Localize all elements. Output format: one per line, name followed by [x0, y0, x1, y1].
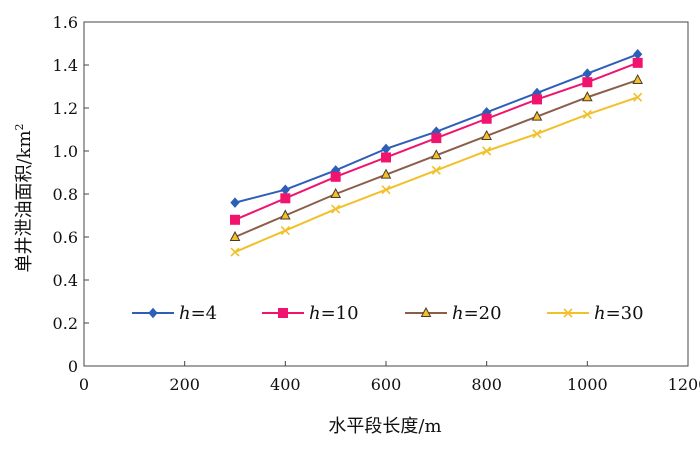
x-tick-label: 400	[270, 375, 301, 394]
x-tick-label: 800	[471, 375, 502, 394]
legend: h=4 h=10 h=20 h=30	[132, 303, 644, 324]
data-point	[229, 230, 241, 241]
data-point	[531, 110, 543, 121]
y-tick-label: 0	[68, 357, 78, 376]
data-point	[330, 171, 341, 182]
legend-label-val: =10	[321, 303, 359, 324]
data-point	[532, 129, 542, 139]
data-point	[431, 165, 441, 175]
series-0	[230, 48, 643, 208]
legend-item-0: h=4	[132, 303, 217, 324]
data-point	[380, 168, 392, 179]
series-layer	[229, 48, 643, 257]
legend-label-val: =30	[606, 303, 644, 324]
x-tick-label: 200	[169, 375, 200, 394]
legend-label-val: =4	[191, 303, 218, 324]
x-tick-label: 600	[371, 375, 402, 394]
data-point	[481, 113, 492, 124]
marker-stroke	[331, 204, 341, 214]
marker-stroke	[563, 308, 573, 318]
legend-label: h=30	[594, 303, 644, 324]
x-tick-label: 0	[79, 375, 89, 394]
data-point	[632, 48, 643, 60]
data-point	[280, 209, 291, 220]
marker-stroke	[582, 109, 592, 120]
marker-stroke	[532, 129, 542, 139]
marker-stroke	[280, 225, 290, 236]
data-point	[381, 143, 391, 155]
data-point	[482, 146, 492, 156]
data-point	[230, 197, 240, 208]
y-tick-label: 1.6	[53, 13, 78, 32]
data-point	[481, 129, 492, 140]
data-point	[280, 184, 291, 195]
data-point	[230, 214, 240, 225]
legend-item-3: h=30	[547, 303, 644, 324]
data-point	[331, 204, 341, 214]
marker-stroke	[230, 247, 240, 257]
y-axis-label: 单井泄油面积/km2	[13, 123, 35, 272]
legend-label-var: h	[594, 303, 606, 324]
series-line	[234, 96, 638, 253]
data-point	[381, 152, 391, 163]
data-point	[381, 185, 391, 195]
data-point	[280, 225, 290, 236]
marker-stroke	[482, 146, 492, 156]
legend-label: h=10	[309, 303, 359, 324]
legend-marker	[278, 308, 288, 318]
data-point	[582, 109, 592, 120]
marker-stroke	[633, 92, 643, 102]
x-tick-label: 1000	[567, 375, 608, 394]
y-tick-label: 1.2	[53, 99, 78, 118]
y-tick-label: 1.4	[53, 56, 78, 75]
y-tick-label: 0.8	[53, 185, 78, 204]
data-point	[632, 57, 643, 68]
series-2	[229, 73, 643, 241]
data-point	[330, 187, 341, 198]
legend-marker	[563, 308, 573, 318]
data-point	[532, 94, 542, 105]
legend-label-var: h	[309, 303, 321, 324]
series-1	[230, 57, 643, 225]
legend-label-var: h	[179, 303, 191, 324]
y-tick-label: 0.2	[53, 314, 78, 333]
marker-stroke	[431, 165, 441, 175]
data-point	[582, 68, 593, 79]
y-tick-label: 1.0	[53, 142, 78, 161]
legend-marker	[148, 307, 158, 319]
marker-stroke	[381, 185, 391, 195]
y-axis-label-text: 单井泄油面积/km	[14, 130, 35, 272]
x-axis-label: 水平段长度/m	[328, 416, 441, 437]
legend-marker	[420, 306, 432, 317]
legend-label: h=20	[452, 303, 502, 324]
data-point	[230, 247, 240, 257]
legend-label: h=4	[179, 303, 217, 324]
data-point	[582, 91, 593, 102]
legend-item-1: h=10	[262, 303, 359, 324]
y-axis-label-sup: 2	[13, 123, 26, 130]
legend-label-val: =20	[464, 303, 502, 324]
y-tick-label: 0.4	[53, 271, 78, 290]
series-3	[230, 92, 643, 257]
data-point	[633, 92, 643, 102]
data-point	[431, 149, 442, 160]
data-point	[632, 73, 643, 85]
legend-label-var: h	[452, 303, 464, 324]
data-point	[582, 77, 593, 88]
data-point	[431, 133, 442, 144]
data-point	[280, 193, 291, 204]
y-tick-label: 0.6	[53, 228, 78, 247]
legend-item-2: h=20	[405, 303, 502, 324]
